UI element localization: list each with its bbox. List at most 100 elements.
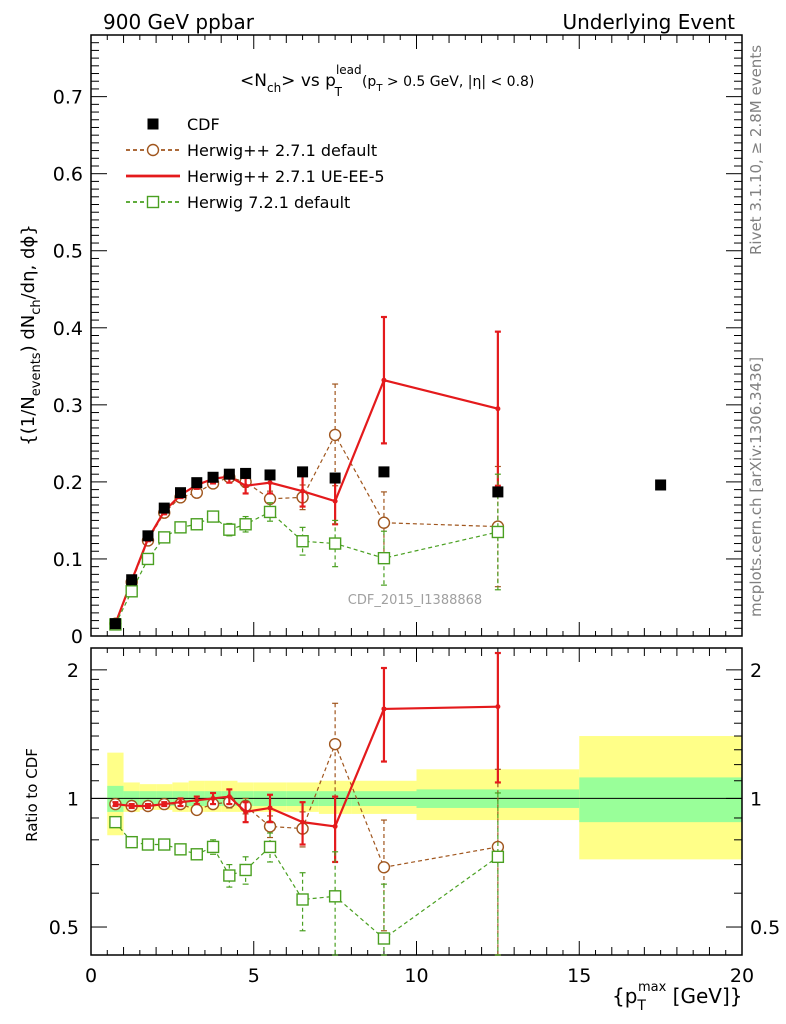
data-point-h271	[377, 516, 391, 529]
data-point-ueee5	[332, 823, 338, 829]
data-point-cdf	[492, 486, 504, 498]
data-point-ueee5	[300, 488, 306, 494]
data-point-h721	[263, 840, 277, 854]
data-point-h721	[239, 863, 252, 877]
data-point-cdf	[240, 467, 252, 479]
y-tick-label: 0.4	[53, 318, 83, 340]
data-point-cdf	[264, 469, 276, 481]
x-tick-label: 0	[85, 965, 97, 987]
data-point-h721	[125, 585, 138, 598]
watermark: CDF_2015_I1388868	[348, 593, 482, 608]
main-panel: 0 0.1 0.2 0.3 0.4 0.5 0.6 0.7 CDF Herwig++ 2.7.1 …	[53, 34, 743, 648]
legend-marker-h721	[146, 195, 160, 209]
x-tick-label: 5	[248, 965, 260, 987]
y-tick-label: 1	[67, 788, 79, 810]
data-point-cdf	[175, 487, 187, 499]
data-point-h721	[328, 537, 342, 550]
data-point-ueee5	[300, 819, 306, 825]
y-tick-label: 0.1	[53, 549, 83, 571]
data-point-h721	[206, 510, 220, 523]
data-point-h271	[328, 428, 342, 442]
data-point-cdf	[142, 530, 154, 542]
x-tick-label: 20	[730, 965, 754, 987]
data-point-h721	[377, 551, 391, 565]
x-axis-label: {pTmax [GeV]}	[612, 980, 742, 1014]
data-point-ueee5	[381, 706, 387, 712]
y-tick-label-right: 2	[750, 660, 762, 682]
data-point-h721	[141, 838, 155, 851]
data-point-h721	[109, 815, 122, 829]
data-point-h721	[174, 843, 187, 856]
y-tick-label: 0.5	[53, 241, 83, 263]
data-point-cdf	[109, 618, 121, 630]
data-point-cdf	[329, 472, 341, 484]
data-point-ueee5	[112, 801, 118, 807]
data-point-ueee5	[495, 704, 501, 710]
data-point-cdf	[223, 468, 235, 480]
data-point-ueee5	[226, 794, 232, 800]
legend-label-cdf: CDF	[187, 115, 220, 134]
data-point-ueee5	[381, 377, 387, 383]
data-point-h721	[328, 890, 342, 903]
y-tick-label: 0.3	[53, 395, 83, 417]
data-point-h721	[206, 840, 220, 854]
ratio-ylabel: Ratio to CDF	[23, 748, 41, 842]
main-title: <Nch> vs plead T(pT > 0.5 GeV, |η| < 0.8)	[240, 63, 534, 99]
data-point-ueee5	[332, 498, 338, 504]
legend-marker-cdf	[147, 118, 159, 130]
main-ylabel: {(1/Nevents) dNch/dη, dϕ}	[18, 224, 44, 445]
data-point-h721	[491, 525, 505, 539]
y-tick-label: 0.7	[53, 87, 83, 109]
data-point-ueee5	[267, 480, 273, 486]
header-right: Underlying Event	[562, 10, 735, 34]
mcplots-label: mcplots.cern.ch [arXiv:1306.3436]	[747, 357, 765, 617]
data-point-h721	[263, 505, 277, 519]
legend-label-ueee5: Herwig++ 2.7.1 UE-EE-5	[187, 167, 385, 186]
data-point-h721	[296, 893, 309, 906]
rivet-label: Rivet 3.1.10, ≥ 2.8M events	[747, 45, 765, 255]
data-point-ueee5	[178, 799, 184, 805]
data-point-ueee5	[194, 797, 200, 803]
series-line-ueee5	[115, 705, 498, 828]
legend-label-h721: Herwig 7.2.1 default	[187, 193, 350, 212]
data-point-ueee5	[267, 805, 273, 811]
data-point-ueee5	[161, 801, 167, 807]
y-tick-label-right: 0.5	[750, 917, 780, 939]
data-point-ueee5	[129, 803, 135, 809]
data-point-h721	[377, 932, 391, 945]
data-point-ueee5	[243, 483, 249, 489]
data-point-ueee5	[495, 406, 501, 412]
data-point-cdf	[378, 466, 390, 478]
x-tick-label: 10	[404, 965, 428, 987]
y-tick-label: 2	[67, 660, 79, 682]
data-point-ueee5	[243, 809, 249, 815]
data-point-cdf	[207, 471, 219, 483]
data-point-cdf	[126, 574, 138, 586]
header-left: 900 GeV ppbar	[103, 10, 255, 34]
data-point-h721	[296, 535, 309, 548]
data-point-h271	[328, 737, 342, 751]
data-point-h721	[158, 531, 171, 544]
data-point-h721	[125, 835, 138, 849]
data-point-ueee5	[210, 795, 216, 801]
x-tick-label: 15	[567, 965, 591, 987]
data-point-h721	[141, 552, 155, 566]
data-point-h721	[239, 518, 252, 531]
y-tick-label-right: 1	[750, 788, 762, 810]
data-point-ueee5	[145, 803, 151, 809]
y-tick-label: 0.5	[49, 917, 79, 939]
data-point-cdf	[191, 477, 203, 489]
data-point-h721	[223, 869, 236, 882]
data-point-h721	[158, 838, 171, 851]
band-stat	[579, 777, 742, 823]
data-point-h271	[190, 803, 203, 817]
y-tick-label: 0.2	[53, 472, 83, 494]
ratio-panel: 0 5 10 15 20 0.5 0.5 1 1 2 2	[49, 647, 780, 987]
y-tick-label: 0.6	[53, 164, 83, 186]
data-point-cdf	[655, 479, 667, 491]
y-tick-label: 0	[71, 626, 83, 648]
data-point-cdf	[158, 502, 170, 514]
data-point-h721	[223, 523, 236, 536]
data-point-h721	[190, 518, 203, 531]
